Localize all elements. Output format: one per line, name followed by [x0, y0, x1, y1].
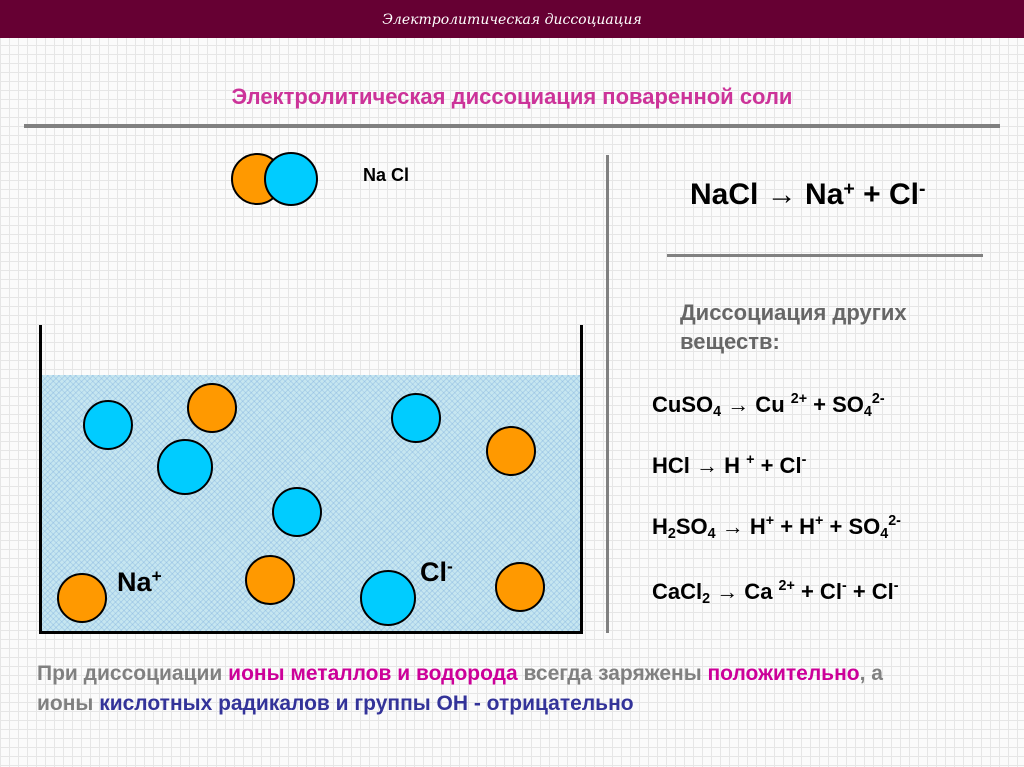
- molecule-label: Na Cl: [363, 165, 410, 185]
- conclusion-text: При диссоциации ионы металлов и водорода…: [37, 659, 897, 719]
- equation-part: → H: [715, 514, 766, 539]
- equation-hcl: HCl → H + + Cl-: [652, 446, 806, 480]
- equation-part: +: [765, 513, 775, 529]
- beaker-bottom: [39, 631, 583, 634]
- na-ion: [245, 555, 295, 605]
- na-ion-label: Na+: [117, 566, 162, 597]
- equation-part: CuSO: [652, 392, 714, 417]
- equation-divider: [667, 254, 983, 257]
- equation-part: 2: [702, 591, 711, 607]
- equation-h2so4: H2SO4 → H+ + H+ + SO42-: [652, 507, 901, 548]
- header-title: Электролитическая диссоциация: [382, 12, 642, 28]
- others-heading: Диссоциация других веществ:: [680, 300, 907, 354]
- slide-header: Электролитическая диссоциация: [0, 0, 1024, 38]
- equation-part: 4: [707, 526, 716, 542]
- conclusion-segment: кислотных радикалов и группы ОН - отрица…: [99, 692, 634, 715]
- equation-part: +: [746, 452, 755, 468]
- cl-ion: [157, 439, 213, 495]
- equation-cuso4: CuSO4 → Cu 2+ + SO42-: [652, 385, 885, 426]
- equation-part: 4: [863, 404, 872, 420]
- equation-part: + SO: [823, 514, 881, 539]
- equation-part: NaCl: [690, 178, 767, 211]
- equation-part: + Cl: [846, 579, 894, 604]
- conclusion-segment: , а ионы: [37, 662, 883, 715]
- equation-part: + SO: [807, 392, 864, 417]
- cl-ion: [391, 393, 441, 443]
- equation-part: SO: [675, 514, 708, 539]
- cl-atom: [264, 152, 318, 206]
- na-ion: [57, 573, 107, 623]
- main-equation: NaCl → Na+ + Cl-: [690, 178, 925, 212]
- equation-part: 4: [713, 404, 722, 420]
- equation-part: +: [815, 513, 824, 529]
- equation-part: -: [841, 578, 847, 594]
- equation-part: 2+: [790, 391, 808, 407]
- equation-part: H: [652, 514, 668, 539]
- conclusion-segment: всегда заряжены: [517, 662, 708, 685]
- equation-part: CaCl: [652, 579, 703, 604]
- equation-part: → Cu: [721, 392, 791, 417]
- equation-part: + Cl: [794, 579, 842, 604]
- conclusion-segment: При диссоциации: [37, 662, 229, 685]
- beaker-right-wall: [580, 325, 583, 633]
- equation-part: 2+: [778, 578, 795, 594]
- conclusion-segment: положительно: [707, 662, 860, 685]
- na-ion: [495, 562, 545, 612]
- equation-part: → Ca: [710, 579, 779, 604]
- na-ion: [486, 426, 536, 476]
- equation-part: + Cl: [754, 453, 802, 478]
- equation-part: 2: [667, 526, 676, 542]
- cl-ion-label: Cl-: [420, 556, 453, 587]
- beaker-left-wall: [39, 325, 42, 633]
- equation-part: -: [801, 452, 807, 468]
- cl-ion: [83, 400, 133, 450]
- slide-title: Электролитическая диссоциация поваренной…: [231, 84, 793, 109]
- equation-part: -: [918, 178, 926, 200]
- title-divider: [24, 124, 1000, 128]
- equation-part: 2-: [888, 513, 901, 529]
- cl-ion: [360, 570, 416, 626]
- conclusion-segment: ионы металлов и водорода: [228, 662, 518, 685]
- equation-part: 4: [880, 526, 889, 542]
- equation-part: + Cl: [854, 178, 919, 211]
- equation-part: + H: [774, 514, 816, 539]
- equation-part: HCl → H: [652, 453, 747, 478]
- vertical-divider: [606, 155, 609, 633]
- na-ion: [187, 383, 237, 433]
- equation-part: → Na: [766, 178, 844, 211]
- cl-ion: [272, 487, 322, 537]
- equation-part: 2-: [871, 391, 885, 407]
- equation-part: +: [843, 178, 855, 200]
- equation-part: -: [893, 578, 899, 594]
- equation-cacl2: CaCl2 → Ca 2+ + Cl- + Cl-: [652, 572, 952, 613]
